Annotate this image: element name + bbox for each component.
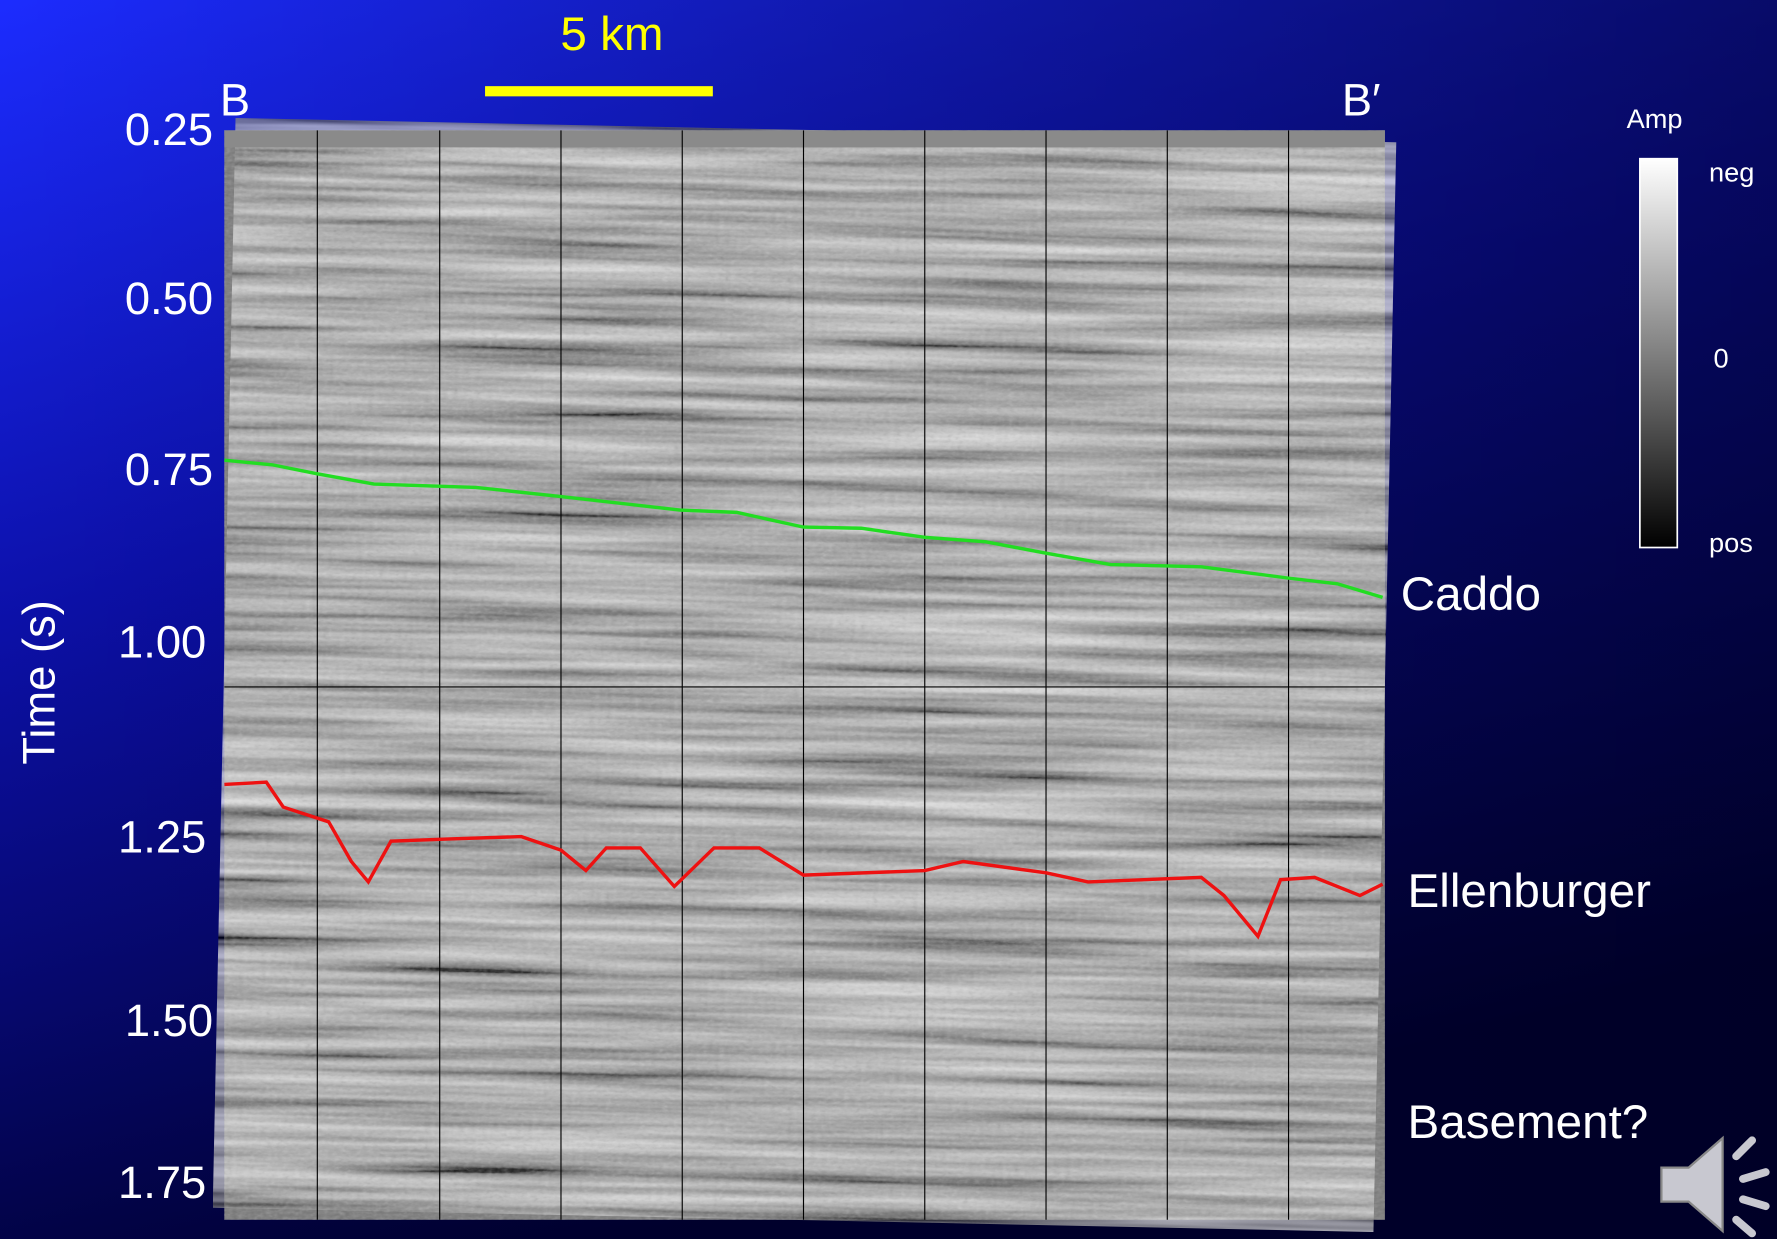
- sound-waves: [1732, 1136, 1770, 1238]
- caddo-horizon: [224, 458, 1384, 600]
- seismic-section: [213, 118, 1397, 1232]
- y-tick-label: 0.25: [125, 104, 213, 155]
- y-tick-label: 1.25: [118, 811, 206, 862]
- scale-bar-label: 5 km: [560, 8, 663, 61]
- y-axis-title: Time (s): [13, 600, 64, 765]
- colorbar-label: pos: [1709, 527, 1753, 558]
- colorbar-label: neg: [1709, 156, 1754, 187]
- colorbar: Amp neg 0 pos: [1627, 103, 1755, 558]
- horizon-label: Basement?: [1408, 1096, 1649, 1149]
- ellenburger-horizon: [224, 780, 1384, 940]
- mute-zone: [224, 130, 1385, 148]
- y-tick-label: 1.75: [118, 1157, 206, 1208]
- seismic-noise: [224, 130, 1385, 1220]
- y-tick-label: 0.50: [125, 273, 213, 324]
- y-tick-label: 1.00: [118, 616, 206, 667]
- colorbar-label: 0: [1714, 342, 1729, 373]
- section-start: B: [220, 75, 250, 126]
- horizon-label: Caddo: [1401, 568, 1541, 621]
- y-axis: 0.25 0.50 0.75 1.00 1.25 1.50 1.75: [118, 104, 213, 1208]
- speaker: [1660, 1135, 1724, 1234]
- panel-lines: [224, 130, 1385, 1220]
- section-end: B′: [1342, 75, 1381, 126]
- audio-icon[interactable]: [1660, 1135, 1770, 1238]
- colorbar-title: Amp: [1627, 103, 1683, 134]
- colorbar-scale: [1639, 157, 1679, 549]
- scale-bar: [485, 86, 713, 97]
- horizon-label: Ellenburger: [1408, 865, 1652, 918]
- y-tick-label: 0.75: [125, 444, 213, 495]
- y-tick-label: 1.50: [125, 995, 213, 1046]
